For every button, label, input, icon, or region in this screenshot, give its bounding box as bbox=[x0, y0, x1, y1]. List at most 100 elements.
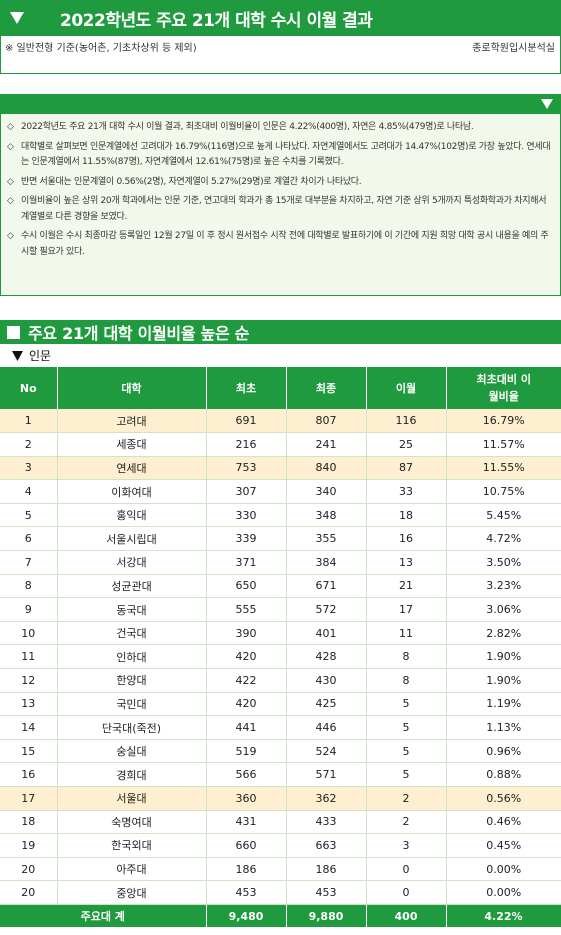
cell-university: 서강대 bbox=[57, 550, 207, 575]
cell-university: 숙명여대 bbox=[57, 810, 207, 835]
cell-carryover: 25 bbox=[366, 432, 447, 457]
cell-no: 18 bbox=[0, 810, 58, 835]
summary-item: ◇ 2022학년도 주요 21개 대학 수시 이월 결과, 최초대비 이월비율이 … bbox=[7, 120, 554, 136]
cell-university: 숭실대 bbox=[57, 739, 207, 764]
cell-no: 3 bbox=[0, 456, 58, 481]
cell-final: 241 bbox=[286, 432, 367, 457]
total-carryover: 400 bbox=[366, 904, 447, 928]
diamond-bullet-icon: ◇ bbox=[7, 141, 14, 152]
cell-initial: 420 bbox=[206, 692, 287, 717]
cell-no: 15 bbox=[0, 739, 58, 764]
cell-no: 11 bbox=[0, 644, 58, 670]
diamond-bullet-icon: ◇ bbox=[7, 122, 14, 132]
col-header-ratio: 최초대비 이월비율 bbox=[446, 367, 561, 409]
cell-final: 524 bbox=[286, 739, 367, 764]
cell-ratio: 5.45% bbox=[446, 503, 561, 528]
table-row: 13 국민대 420 425 5 1.19% bbox=[0, 692, 561, 717]
cell-no: 9 bbox=[0, 597, 58, 622]
table-row: 19 한국외대 660 663 3 0.45% bbox=[0, 833, 561, 858]
cell-carryover: 5 bbox=[366, 762, 447, 787]
cell-no: 7 bbox=[0, 550, 58, 575]
cell-no: 12 bbox=[0, 668, 58, 693]
total-ratio: 4.22% bbox=[446, 904, 561, 928]
cell-final: 840 bbox=[286, 456, 367, 481]
cell-university: 고려대 bbox=[57, 409, 207, 434]
cell-university: 연세대 bbox=[57, 456, 207, 481]
cell-university: 서울대 bbox=[57, 786, 207, 811]
cell-ratio: 0.96% bbox=[446, 739, 561, 764]
summary-item: ◇ 수시 이월은 수시 최종마감 등록일인 12월 27일 이 후 정시 원서접수… bbox=[7, 231, 549, 257]
summary-box: ◇ 2022학년도 주요 21개 대학 수시 이월 결과, 최초대비 이월비율이 … bbox=[0, 114, 561, 296]
cell-ratio: 1.90% bbox=[446, 668, 561, 693]
square-bullet-icon bbox=[7, 325, 20, 339]
cell-university: 인하대 bbox=[57, 644, 207, 670]
cell-ratio: 0.56% bbox=[446, 786, 561, 811]
cell-initial: 339 bbox=[206, 526, 287, 552]
cell-initial: 431 bbox=[206, 810, 287, 835]
section-title: 주요 21개 대학 이월비율 높은 순 bbox=[28, 324, 250, 343]
table-row: 9 동국대 555 572 17 3.06% bbox=[0, 597, 561, 622]
cell-carryover: 0 bbox=[366, 880, 447, 905]
cell-final: 671 bbox=[286, 574, 367, 599]
cell-no: 1 bbox=[0, 409, 58, 434]
table-header-row: No 대학 최초 최종 이월 최초대비 이월비율 bbox=[0, 367, 561, 409]
cell-ratio: 3.50% bbox=[446, 550, 561, 575]
cell-carryover: 33 bbox=[366, 479, 447, 504]
cell-initial: 660 bbox=[206, 833, 287, 858]
summary-header bbox=[0, 94, 561, 114]
cell-initial: 330 bbox=[206, 503, 287, 528]
cell-ratio: 0.45% bbox=[446, 833, 561, 858]
cell-university: 한국외대 bbox=[57, 833, 207, 858]
table-row: 18 숙명여대 431 433 2 0.46% bbox=[0, 810, 561, 835]
col-header-university: 대학 bbox=[57, 367, 207, 409]
cell-university: 한양대 bbox=[57, 668, 207, 693]
col-header-final: 최종 bbox=[286, 367, 367, 409]
cell-university: 경희대 bbox=[57, 762, 207, 787]
cell-carryover: 2 bbox=[366, 786, 447, 811]
cell-ratio: 3.06% bbox=[446, 597, 561, 622]
table-row: 12 한양대 422 430 8 1.90% bbox=[0, 668, 561, 693]
cell-final: 433 bbox=[286, 810, 367, 835]
cell-no: 20 bbox=[0, 880, 58, 905]
table-row: 11 인하대 420 428 8 1.90% bbox=[0, 644, 561, 670]
total-final: 9,880 bbox=[286, 904, 367, 928]
cell-ratio: 1.19% bbox=[446, 692, 561, 717]
cell-no: 6 bbox=[0, 526, 58, 552]
cell-university: 서울시립대 bbox=[57, 526, 207, 552]
cell-no: 13 bbox=[0, 692, 58, 717]
col-header-initial: 최초 bbox=[206, 367, 287, 409]
cell-carryover: 87 bbox=[366, 456, 447, 481]
cell-university: 단국대(죽전) bbox=[57, 715, 207, 740]
cell-ratio: 4.72% bbox=[446, 526, 561, 552]
col-header-carryover: 이월 bbox=[366, 367, 447, 409]
category-text: 인문 bbox=[29, 349, 52, 363]
note-box: ※ 일반전형 기준(농어촌, 기초차상위 등 제외) 종로학원입시분석실 bbox=[0, 36, 561, 74]
triangle-down-icon bbox=[541, 99, 553, 109]
cell-no: 20 bbox=[0, 857, 58, 882]
cell-initial: 650 bbox=[206, 574, 287, 599]
cell-carryover: 3 bbox=[366, 833, 447, 858]
table-row: 2 세종대 216 241 25 11.57% bbox=[0, 432, 561, 457]
category-label: 인문 bbox=[12, 347, 51, 364]
table-row: 16 경희대 566 571 5 0.88% bbox=[0, 762, 561, 787]
diamond-bullet-icon: ◇ bbox=[7, 196, 14, 206]
criteria-note: ※ 일반전형 기준(농어촌, 기초차상위 등 제외) bbox=[5, 43, 197, 54]
table-row: 20 중앙대 453 453 0 0.00% bbox=[0, 880, 561, 905]
cell-final: 340 bbox=[286, 479, 367, 504]
cell-ratio: 0.00% bbox=[446, 880, 561, 905]
cell-ratio: 2.82% bbox=[446, 621, 561, 646]
cell-carryover: 2 bbox=[366, 810, 447, 835]
table-row: 3 연세대 753 840 87 11.55% bbox=[0, 456, 561, 481]
cell-no: 14 bbox=[0, 715, 58, 740]
cell-carryover: 8 bbox=[366, 644, 447, 670]
table-row: 7 서강대 371 384 13 3.50% bbox=[0, 550, 561, 575]
cell-carryover: 21 bbox=[366, 574, 447, 599]
cell-initial: 753 bbox=[206, 456, 287, 481]
cell-carryover: 0 bbox=[366, 857, 447, 882]
cell-university: 동국대 bbox=[57, 597, 207, 622]
cell-final: 453 bbox=[286, 880, 367, 905]
section-title-bar: 주요 21개 대학 이월비율 높은 순 bbox=[0, 320, 561, 344]
cell-no: 17 bbox=[0, 786, 58, 811]
page-title: 2022학년도 주요 21개 대학 수시 이월 결과 bbox=[60, 10, 373, 31]
cell-carryover: 5 bbox=[366, 692, 447, 717]
